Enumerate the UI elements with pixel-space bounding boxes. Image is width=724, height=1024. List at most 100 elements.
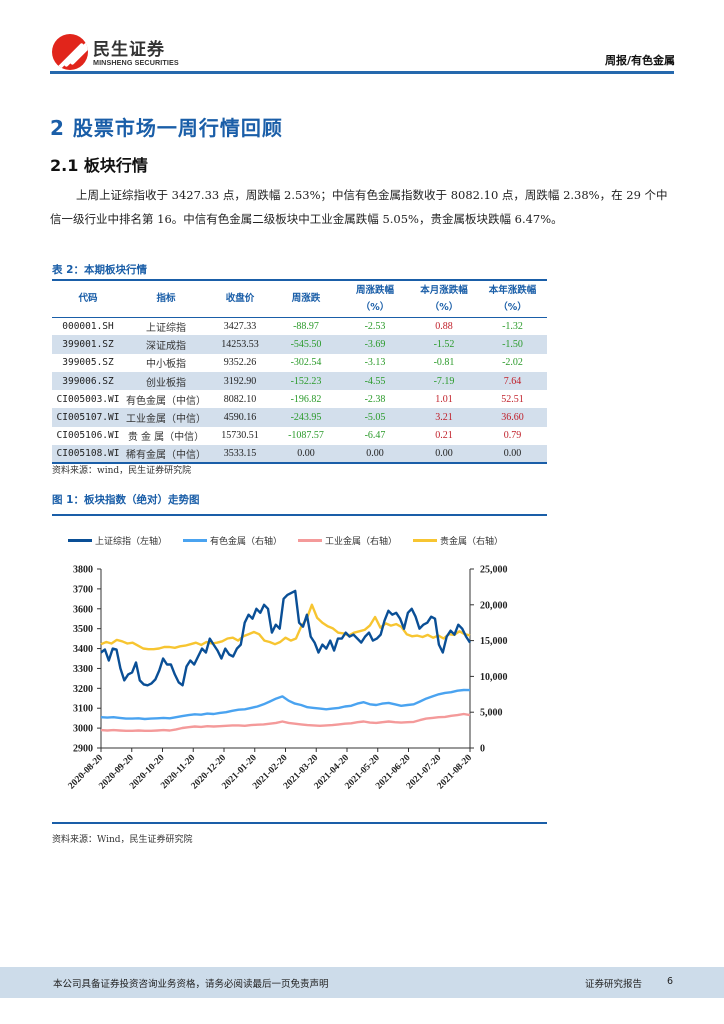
logo-text-en: MINSHENG SECURITIES — [93, 58, 179, 67]
cell-year-pct: 7.64 — [478, 371, 547, 391]
legend-swatch-icon — [183, 539, 208, 542]
cell-week-pct: 0.00 — [340, 445, 410, 465]
col-header-name: 指标 — [124, 281, 208, 318]
table-title: 表 2：本期板块行情 — [52, 264, 147, 276]
cell-close: 15730.51 — [221, 430, 259, 442]
table-row: 399001.SZ 深证成指 14253.53 -545.50 -3.69 -1.52 -1… — [52, 335, 547, 354]
col-header-close: 收盘价 — [208, 281, 272, 318]
legend-label: 上证综指（左轴） — [95, 537, 168, 547]
table-row: 000001.SH 上证综指 3427.33 -88.97 -2.53 0.88 -1.32 — [52, 317, 547, 335]
legend-swatch-icon — [298, 539, 323, 542]
cell-week-change: -196.82 — [290, 393, 322, 405]
legend-item-precious-metals: 贵金属（右轴） — [413, 534, 503, 547]
cell-close: 9352.26 — [223, 357, 257, 369]
table-row: 399005.SZ 中小板指 9352.26 -302.54 -3.13 -0.81 -2.… — [52, 354, 547, 372]
cell-name: 有色金属（中信） — [126, 395, 206, 407]
series-line — [100, 603, 471, 651]
right-tick-label: 20,000 — [480, 600, 508, 611]
cell-month-pct: 1.01 — [435, 393, 453, 405]
cell-close: 14253.53 — [208, 335, 272, 354]
cell-close: 3427.33 — [223, 320, 257, 332]
sector-index-line-chart: 2900 3000 3100 3200 3300 3400 3500 3600 3700 3800… — [67, 565, 508, 792]
left-tick-label: 3300 — [73, 664, 93, 675]
cell-week-pct: -3.69 — [340, 335, 410, 354]
col-header-week-pct: 周涨跌幅 （%） — [340, 281, 410, 318]
cell-year-pct: -1.32 — [502, 320, 523, 332]
col-header-week-change: 周涨跌 — [272, 281, 340, 318]
cell-month-pct: 0.00 — [410, 445, 478, 465]
series-line — [100, 712, 471, 733]
right-tick-label: 15,000 — [480, 636, 508, 647]
left-tick-label: 2900 — [73, 744, 93, 755]
cell-close: 4590.16 — [208, 408, 272, 427]
cell-code: 000001.SH — [62, 320, 114, 332]
cell-week-change: -88.97 — [293, 320, 319, 332]
cell-name: 贵 金 属（中信） — [127, 432, 205, 444]
footer-report-type: 证券研究报告 — [585, 979, 643, 990]
cell-week-pct: -2.53 — [364, 320, 386, 332]
cell-month-pct: 0.88 — [435, 320, 453, 332]
sector-quote-table: 代码 指标 收盘价 周涨跌 周涨跌幅 （%） 本月涨跌幅 （%） 本年涨跌幅 （… — [52, 281, 547, 465]
page-header: 民生证券 MINSHENG SECURITIES 周报/有色金属 — [50, 32, 675, 72]
right-tick-label: 5,000 — [480, 708, 503, 719]
legend-swatch-icon — [68, 539, 92, 542]
footer-disclaimer: 本公司具备证券投资咨询业务资格，请务必阅读最后一页免责声明 — [53, 979, 329, 990]
cell-month-pct: 3.21 — [410, 408, 478, 427]
cell-name: 工业金属（中信） — [124, 408, 208, 427]
cell-code: 399006.SZ — [52, 371, 124, 391]
figure-top-rule — [52, 514, 547, 516]
logo-text-cn: 民生证券 — [93, 40, 165, 60]
left-tick-label: 3700 — [73, 584, 93, 595]
right-tick-label: 0 — [480, 744, 485, 755]
col-header-year-pct: 本年涨跌幅 （%） — [478, 281, 547, 318]
left-tick-label: 3500 — [73, 624, 93, 635]
figure-title: 图 1：板块指数（绝对）走势图 — [52, 494, 200, 506]
cell-week-pct: -2.38 — [364, 393, 386, 405]
cell-year-pct: 52.51 — [501, 393, 524, 405]
cell-year-pct: 0.79 — [503, 430, 522, 442]
page-number: 6 — [667, 976, 674, 987]
left-tick-label: 3400 — [73, 644, 93, 655]
cell-week-change: -302.54 — [290, 357, 322, 369]
cell-week-change: -1087.57 — [288, 430, 324, 442]
cell-close: 8082.10 — [223, 393, 257, 405]
cell-week-change: 0.00 — [272, 445, 340, 465]
cell-close: 3533.15 — [208, 445, 272, 465]
cell-week-change: -545.50 — [272, 335, 340, 354]
cell-week-pct: -3.13 — [364, 357, 386, 369]
legend-item-industrial-metals: 工业金属（右轴） — [298, 534, 397, 547]
cell-month-pct: -0.81 — [433, 357, 455, 369]
chart-legend: 上证综指（左轴） 有色金属（右轴） 工业金属（右轴） 贵金属（右轴） — [68, 534, 503, 547]
subsection-heading: 2.1 板块行情 — [50, 156, 148, 175]
cell-week-pct: -5.05 — [340, 408, 410, 427]
cell-code: CI005003.WI — [56, 393, 120, 405]
cell-week-pct: -6.47 — [364, 430, 386, 442]
table-top-rule — [52, 279, 547, 281]
cell-name: 深证成指 — [124, 335, 208, 354]
figure-source: 资料来源：Wind，民生证券研究院 — [52, 835, 193, 845]
series-line — [100, 589, 472, 687]
cell-close: 3192.90 — [208, 371, 272, 391]
cell-code: CI005108.WI — [52, 445, 124, 465]
table-row: CI005003.WI 有色金属（中信） 8082.10 -196.82 -2.38 1.… — [52, 390, 547, 408]
header-divider — [50, 71, 674, 74]
cell-month-pct: -1.52 — [410, 335, 478, 354]
table-header-row: 代码 指标 收盘价 周涨跌 周涨跌幅 （%） 本月涨跌幅 （%） 本年涨跌幅 （… — [52, 281, 547, 318]
cell-year-pct: 0.00 — [478, 445, 547, 465]
table-row: 399006.SZ 创业板指 3192.90 -152.23 -4.55 -7.19 7.6… — [52, 371, 547, 391]
col-header-month-pct: 本月涨跌幅 （%） — [410, 281, 478, 318]
legend-swatch-icon — [413, 539, 438, 542]
legend-item-nonferrous: 有色金属（右轴） — [183, 534, 282, 547]
cell-year-pct: -2.02 — [502, 357, 523, 369]
right-tick-label: 10,000 — [480, 672, 508, 683]
cell-name: 创业板指 — [124, 371, 208, 391]
left-tick-label: 3100 — [73, 704, 93, 715]
legend-item-sse: 上证综指（左轴） — [68, 534, 167, 547]
cell-name: 上证综指 — [146, 322, 186, 334]
cell-code: CI005107.WI — [52, 408, 124, 427]
report-category: 周报/有色金属 — [604, 54, 675, 67]
cell-week-change: -243.95 — [272, 408, 340, 427]
cell-month-pct: 0.21 — [435, 430, 453, 442]
table-source: 资料来源：wind，民生证券研究院 — [52, 466, 192, 476]
cell-year-pct: -1.50 — [478, 335, 547, 354]
